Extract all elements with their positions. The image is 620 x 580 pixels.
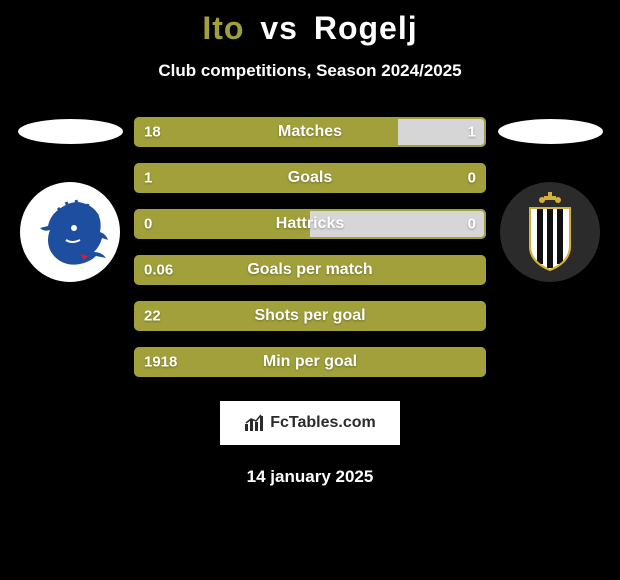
stat-value-left: 0 (144, 216, 152, 233)
page-title: Ito vs Rogelj (0, 10, 620, 47)
stat-label: Shots per goal (254, 307, 365, 325)
player2-name: Rogelj (314, 10, 418, 46)
date-line: 14 january 2025 (0, 467, 620, 487)
subtitle: Club competitions, Season 2024/2025 (0, 61, 620, 81)
stat-value-left: 18 (144, 124, 161, 141)
vs-label: vs (260, 10, 298, 46)
bar-segment-left (134, 117, 398, 147)
player1-flag (18, 119, 123, 144)
stat-bar: Goals 1 0 (134, 163, 486, 193)
stat-bar: Matches 18 1 (134, 117, 486, 147)
shield-crest-icon (500, 182, 600, 282)
player1-crest (20, 182, 120, 282)
player1-name: Ito (202, 10, 244, 46)
left-column (10, 117, 130, 282)
stat-label: Matches (278, 123, 342, 141)
player2-flag (498, 119, 603, 144)
main-row: Matches 18 1 Goals 1 0 Hattricks 0 0 Goals per ma… (0, 117, 620, 377)
stat-value-right: 0 (468, 216, 476, 233)
stat-label: Goals per match (247, 261, 372, 279)
stat-label: Goals (288, 169, 332, 187)
stat-value-right: 0 (468, 170, 476, 187)
comparison-card: Ito vs Rogelj Club competitions, Season … (0, 0, 620, 487)
stat-value-left: 22 (144, 308, 161, 325)
stat-bar: Min per goal 1918 (134, 347, 486, 377)
right-column (490, 117, 610, 282)
stat-value-left: 1918 (144, 354, 177, 371)
stat-value-right: 1 (468, 124, 476, 141)
stat-bar: Goals per match 0.06 (134, 255, 486, 285)
stat-value-left: 1 (144, 170, 152, 187)
watermark-text: FcTables.com (270, 414, 376, 432)
watermark: FcTables.com (220, 401, 400, 445)
indian-head-icon (20, 182, 120, 282)
stats-bars: Matches 18 1 Goals 1 0 Hattricks 0 0 Goals per ma… (130, 117, 490, 377)
stat-bar: Hattricks 0 0 (134, 209, 486, 239)
chart-icon (244, 414, 266, 432)
stat-label: Hattricks (276, 215, 344, 233)
stat-label: Min per goal (263, 353, 357, 371)
player2-crest (500, 182, 600, 282)
stat-value-left: 0.06 (144, 262, 173, 279)
stat-bar: Shots per goal 22 (134, 301, 486, 331)
